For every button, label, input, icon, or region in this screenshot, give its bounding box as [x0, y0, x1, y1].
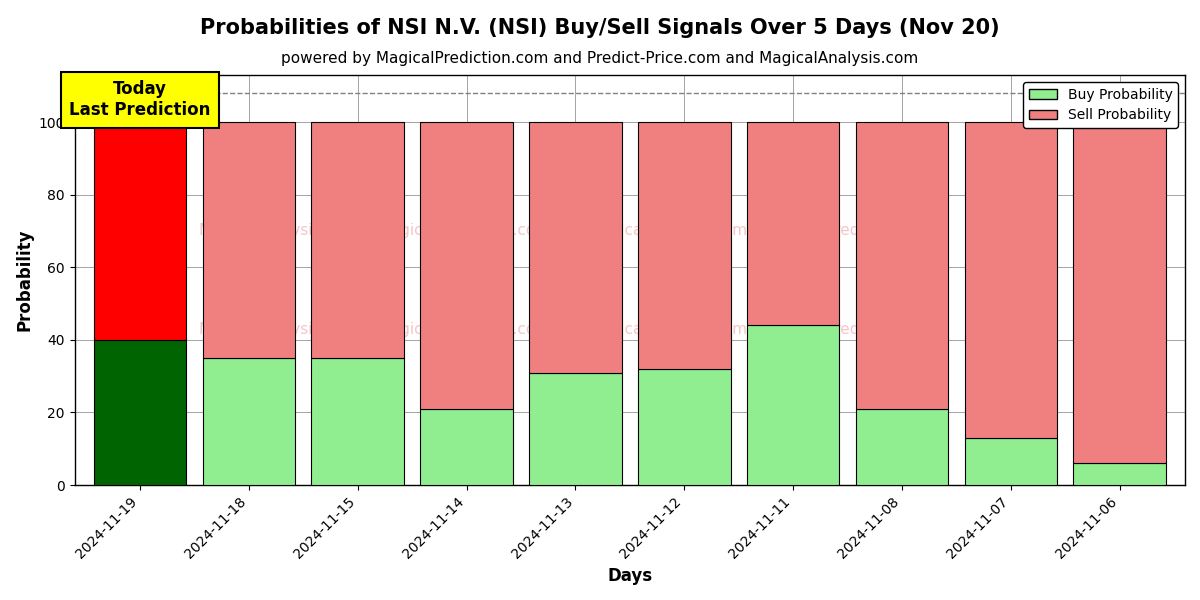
Text: MagicalAnalysis.com    MagicalPrediction.com: MagicalAnalysis.com MagicalPrediction.co… — [588, 223, 938, 238]
Bar — [746, 122, 839, 325]
Bar — [856, 122, 948, 409]
Bar — [965, 122, 1057, 438]
Bar — [1074, 122, 1166, 463]
Text: MagicalAnalysis.com    MagicalPrediction.com: MagicalAnalysis.com MagicalPrediction.co… — [199, 322, 550, 337]
Y-axis label: Probability: Probability — [16, 229, 34, 331]
Bar — [638, 122, 731, 369]
Text: MagicalAnalysis.com    MagicalPrediction.com: MagicalAnalysis.com MagicalPrediction.co… — [588, 322, 938, 337]
Legend: Buy Probability, Sell Probability: Buy Probability, Sell Probability — [1024, 82, 1178, 128]
Bar — [638, 369, 731, 485]
X-axis label: Days: Days — [607, 567, 653, 585]
Bar — [746, 325, 839, 485]
Bar — [529, 373, 622, 485]
Bar — [203, 358, 295, 485]
Bar — [965, 438, 1057, 485]
Bar — [420, 409, 512, 485]
Text: MagicalAnalysis.com    MagicalPrediction.com: MagicalAnalysis.com MagicalPrediction.co… — [199, 223, 550, 238]
Bar — [203, 122, 295, 358]
Bar — [312, 358, 404, 485]
Text: Probabilities of NSI N.V. (NSI) Buy/Sell Signals Over 5 Days (Nov 20): Probabilities of NSI N.V. (NSI) Buy/Sell… — [200, 18, 1000, 38]
Bar — [94, 340, 186, 485]
Bar — [1074, 463, 1166, 485]
Text: powered by MagicalPrediction.com and Predict-Price.com and MagicalAnalysis.com: powered by MagicalPrediction.com and Pre… — [281, 51, 919, 66]
Bar — [420, 122, 512, 409]
Bar — [312, 122, 404, 358]
Text: Today
Last Prediction: Today Last Prediction — [70, 80, 211, 119]
Bar — [856, 409, 948, 485]
Bar — [94, 122, 186, 340]
Bar — [529, 122, 622, 373]
